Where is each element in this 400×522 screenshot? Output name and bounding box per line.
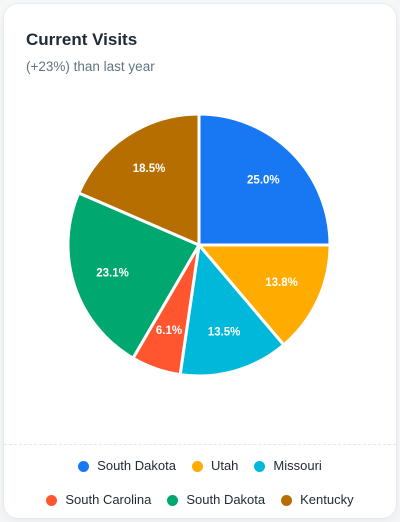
- legend-item[interactable]: Kentucky: [281, 490, 354, 510]
- chart-title: Current Visits: [26, 30, 138, 49]
- legend-label: Utah: [210, 458, 239, 473]
- pie-slice[interactable]: [66, 191, 201, 360]
- legend-marker: [46, 494, 58, 506]
- pie-slice[interactable]: [197, 114, 332, 247]
- pie-chart: 25.0% 13.8% 13.5% 6.1% 23.1% 18.5%: [66, 114, 332, 378]
- legend-label: South Carolina: [65, 492, 152, 507]
- legend-row: South Dakota Utah Missouri: [4, 456, 396, 476]
- legend-divider: [4, 444, 396, 445]
- slice-data-label: 13.5%: [208, 326, 241, 338]
- pie-slice[interactable]: [77, 114, 201, 247]
- chart-card: Current Visits (+23%) than last year 25.…: [4, 4, 396, 518]
- legend-item[interactable]: Missouri: [254, 456, 322, 476]
- legend-item[interactable]: Utah: [191, 456, 239, 476]
- legend-label: South Dakota: [186, 492, 266, 507]
- slice-data-label: 25.0%: [247, 175, 280, 187]
- slice-data-label: 18.5%: [133, 163, 166, 175]
- legend-row: South Carolina South Dakota Kentucky: [4, 490, 396, 510]
- legend-marker: [254, 460, 266, 472]
- slice-data-label: 23.1%: [96, 267, 129, 279]
- pie-slices: [66, 114, 332, 378]
- pie-slice[interactable]: [178, 243, 286, 378]
- legend-label: Kentucky: [300, 492, 354, 507]
- legend-item[interactable]: South Carolina: [46, 490, 151, 510]
- legend-marker: [167, 494, 179, 506]
- slice-data-label: 6.1%: [156, 325, 182, 337]
- legend-label: South Dakota: [97, 458, 176, 473]
- legend-item[interactable]: South Dakota: [78, 456, 176, 476]
- pie-slice[interactable]: [197, 243, 332, 347]
- chart-subtitle: (+23%) than last year: [26, 59, 155, 74]
- pie-labels: 25.0% 13.8% 13.5% 6.1% 23.1% 18.5%: [96, 163, 298, 339]
- legend-marker: [281, 494, 293, 506]
- legend-label: Missouri: [273, 458, 322, 473]
- legend-marker: [78, 460, 90, 472]
- slice-data-label: 13.8%: [265, 277, 298, 289]
- legend-item[interactable]: South Dakota: [167, 490, 265, 510]
- legend-marker: [191, 460, 203, 472]
